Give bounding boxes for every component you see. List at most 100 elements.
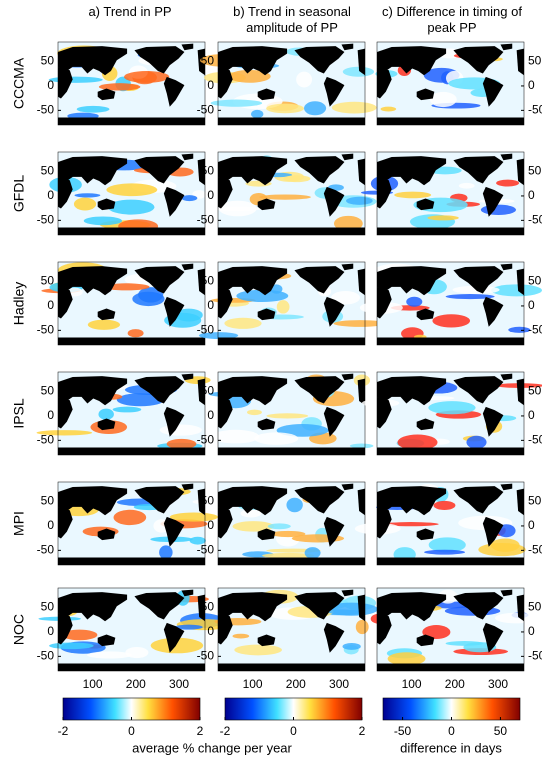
ocean-pattern bbox=[304, 101, 326, 115]
y-tick-label: 50 bbox=[201, 54, 215, 68]
ocean-pattern bbox=[84, 216, 122, 225]
row-label: GFDL bbox=[11, 175, 27, 213]
ocean-pattern bbox=[296, 72, 312, 88]
colorbar bbox=[63, 698, 200, 720]
ocean-pattern bbox=[406, 297, 422, 307]
ocean-pattern bbox=[481, 205, 516, 215]
ocean-pattern bbox=[212, 430, 260, 444]
y-tick-label: 0 bbox=[47, 188, 54, 202]
x-tick-label: 100 bbox=[83, 677, 103, 691]
ocean-pattern bbox=[346, 197, 373, 205]
y-tick-label: 50 bbox=[528, 494, 542, 508]
y-tick-label: 50 bbox=[41, 54, 55, 68]
ocean-pattern bbox=[167, 439, 197, 449]
ocean-pattern bbox=[430, 92, 457, 107]
row-label: NOC bbox=[11, 614, 27, 645]
ocean-pattern bbox=[388, 652, 426, 665]
ocean-pattern bbox=[160, 424, 202, 435]
ocean-pattern bbox=[495, 613, 538, 624]
y-tick-label: -50 bbox=[528, 433, 542, 447]
y-tick-label: 0 bbox=[207, 188, 214, 202]
ocean-pattern bbox=[496, 180, 519, 187]
y-tick-label: 0 bbox=[528, 518, 535, 532]
ocean-pattern bbox=[74, 198, 96, 211]
colorbar-tick-label: 0 bbox=[128, 724, 135, 738]
y-tick-label: -50 bbox=[37, 433, 55, 447]
y-tick-label: -50 bbox=[528, 543, 542, 557]
ocean-pattern bbox=[271, 531, 306, 537]
row-label: MPI bbox=[11, 511, 27, 536]
y-tick-label: -50 bbox=[197, 543, 215, 557]
ocean-pattern bbox=[432, 314, 470, 327]
y-tick-label: -50 bbox=[37, 213, 55, 227]
colorbar bbox=[225, 698, 362, 720]
y-tick-label: 0 bbox=[207, 408, 214, 422]
map-panel bbox=[360, 262, 542, 345]
y-tick-label: 50 bbox=[528, 274, 542, 288]
ocean-pattern bbox=[283, 175, 310, 182]
ocean-pattern bbox=[459, 183, 475, 189]
ocean-pattern bbox=[343, 643, 361, 650]
colorbar bbox=[383, 698, 520, 720]
ocean-pattern bbox=[332, 102, 377, 114]
x-tick-label: 200 bbox=[286, 677, 306, 691]
ocean-pattern bbox=[87, 651, 132, 658]
ocean-pattern bbox=[478, 543, 525, 556]
ocean-pattern bbox=[233, 634, 250, 639]
y-tick-label: -50 bbox=[528, 103, 542, 117]
y-tick-label: -50 bbox=[37, 323, 55, 337]
colorbar-tick-label: 0 bbox=[448, 724, 455, 738]
y-tick-label: 0 bbox=[207, 518, 214, 532]
ocean-pattern bbox=[428, 401, 475, 414]
colorbar-label: difference in days bbox=[400, 740, 502, 755]
row-label: Hadley bbox=[11, 282, 27, 326]
y-tick-label: 0 bbox=[528, 78, 535, 92]
y-tick-label: 0 bbox=[207, 624, 214, 638]
ocean-pattern bbox=[211, 100, 262, 107]
map-panel bbox=[37, 372, 211, 455]
ocean-pattern bbox=[305, 547, 321, 559]
y-tick-label: -50 bbox=[197, 433, 215, 447]
y-tick-label: 50 bbox=[528, 384, 542, 398]
ocean-pattern bbox=[251, 110, 263, 118]
ocean-pattern bbox=[381, 107, 397, 112]
x-tick-label: 100 bbox=[243, 677, 263, 691]
ocean-pattern bbox=[113, 407, 142, 413]
ocean-pattern bbox=[49, 642, 94, 649]
y-tick-label: 0 bbox=[47, 408, 54, 422]
y-tick-label: -50 bbox=[197, 103, 215, 117]
ocean-pattern bbox=[343, 67, 374, 77]
ocean-pattern bbox=[224, 318, 261, 329]
y-tick-label: 50 bbox=[201, 384, 215, 398]
y-tick-label: -50 bbox=[197, 213, 215, 227]
ocean-pattern bbox=[98, 409, 113, 420]
y-tick-label: 0 bbox=[47, 78, 54, 92]
colorbar-tick-label: 0 bbox=[290, 724, 297, 738]
ocean-pattern bbox=[74, 193, 100, 197]
colorbar-tick-label: 2 bbox=[197, 724, 204, 738]
ocean-pattern bbox=[424, 550, 465, 555]
ocean-pattern bbox=[182, 195, 198, 201]
y-tick-label: 50 bbox=[41, 164, 55, 178]
map-grid: CCCMA500-50500-50500-50GFDL500-50500-505… bbox=[0, 0, 542, 760]
ocean-pattern bbox=[268, 523, 291, 529]
y-tick-label: 50 bbox=[41, 384, 55, 398]
ocean-pattern bbox=[49, 77, 103, 83]
map-panel bbox=[49, 152, 205, 235]
ocean-pattern bbox=[286, 498, 302, 512]
y-tick-label: -50 bbox=[197, 649, 215, 663]
y-tick-label: 0 bbox=[528, 408, 535, 422]
colorbar-tick-label: 50 bbox=[494, 724, 508, 738]
colorbar-tick-label: -50 bbox=[394, 724, 412, 738]
x-tick-label: 100 bbox=[402, 677, 422, 691]
x-tick-label: 300 bbox=[169, 677, 189, 691]
map-panel bbox=[362, 372, 542, 455]
y-tick-label: 50 bbox=[201, 494, 215, 508]
map-panel bbox=[218, 482, 365, 565]
y-tick-label: 50 bbox=[201, 600, 215, 614]
y-tick-label: 0 bbox=[47, 624, 54, 638]
y-tick-label: -50 bbox=[37, 543, 55, 557]
y-tick-label: 0 bbox=[528, 298, 535, 312]
map-panel bbox=[199, 262, 387, 345]
y-tick-label: -50 bbox=[37, 103, 55, 117]
